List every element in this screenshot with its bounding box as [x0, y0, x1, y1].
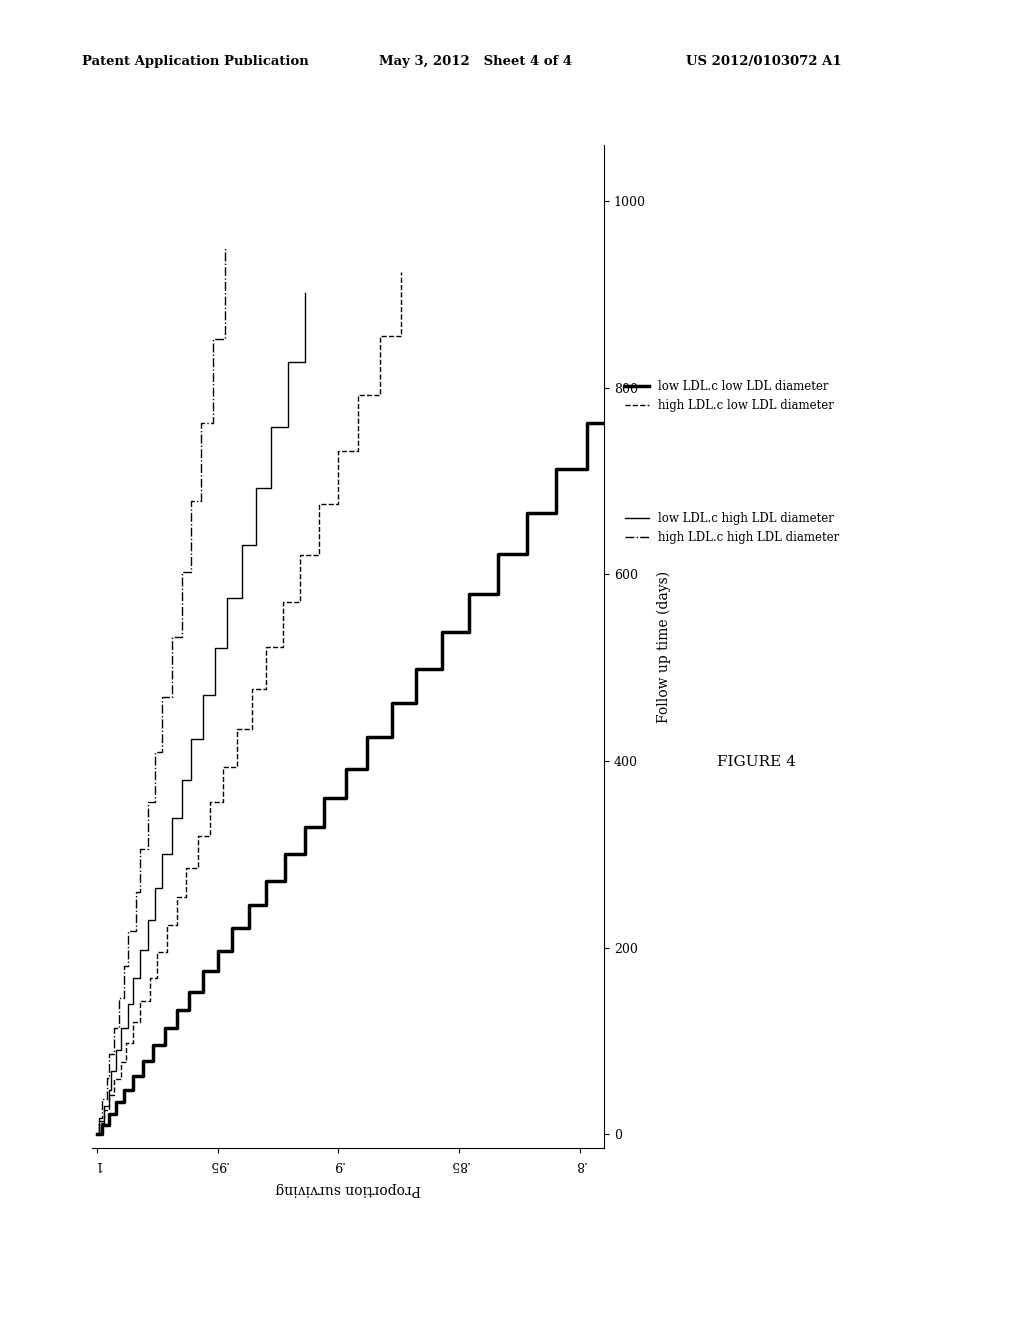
Y-axis label: Follow up time (days): Follow up time (days): [657, 570, 672, 723]
Text: US 2012/0103072 A1: US 2012/0103072 A1: [686, 55, 842, 69]
X-axis label: Proportion surviving: Proportion surviving: [275, 1183, 421, 1196]
Legend: low LDL.c high LDL diameter, high LDL.c high LDL diameter: low LDL.c high LDL diameter, high LDL.c …: [621, 507, 844, 549]
Legend: low LDL.c low LDL diameter, high LDL.c low LDL diameter: low LDL.c low LDL diameter, high LDL.c l…: [621, 375, 839, 417]
Text: May 3, 2012   Sheet 4 of 4: May 3, 2012 Sheet 4 of 4: [379, 55, 572, 69]
Text: Patent Application Publication: Patent Application Publication: [82, 55, 308, 69]
Text: FIGURE 4: FIGURE 4: [717, 755, 796, 768]
